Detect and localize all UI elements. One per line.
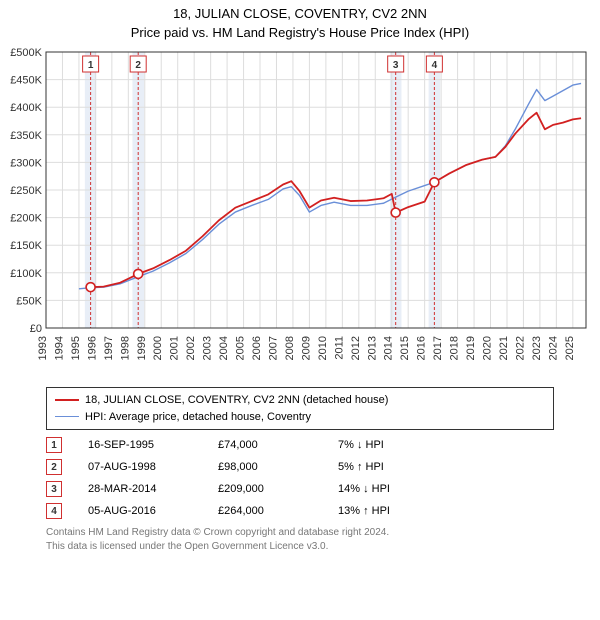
sale-row: 2 07-AUG-1998£98,0005% ↑ HPI	[46, 456, 554, 478]
page-title: 18, JULIAN CLOSE, COVENTRY, CV2 2NN	[0, 0, 600, 21]
footnote: Contains HM Land Registry data © Crown c…	[46, 526, 554, 553]
svg-text:2015: 2015	[399, 336, 411, 360]
svg-text:2016: 2016	[416, 336, 428, 360]
svg-text:2009: 2009	[300, 336, 312, 360]
svg-text:2022: 2022	[514, 336, 526, 360]
svg-text:4: 4	[432, 60, 438, 71]
svg-text:£450K: £450K	[10, 75, 42, 87]
chart-svg: £0 £50K £100K £150K £200K £250K £300K £350K £400…	[0, 46, 600, 376]
svg-text:2008: 2008	[284, 336, 296, 360]
legend-label: HPI: Average price, detached house, Cove…	[85, 409, 311, 426]
sale-date: 05-AUG-2016	[88, 505, 218, 517]
svg-text:2011: 2011	[333, 336, 345, 360]
svg-text:2014: 2014	[383, 336, 395, 360]
svg-text:1998: 1998	[119, 336, 131, 360]
svg-text:2018: 2018	[449, 336, 461, 360]
svg-text:£250K: £250K	[10, 185, 42, 197]
chart: £0 £50K £100K £150K £200K £250K £300K £350K £400…	[0, 46, 600, 381]
svg-text:1997: 1997	[103, 336, 115, 360]
svg-text:£400K: £400K	[10, 102, 42, 114]
svg-text:£100K: £100K	[10, 268, 42, 280]
sale-index-box: 1	[46, 437, 62, 453]
sale-index-box: 4	[46, 503, 62, 519]
sale-hpi-delta: 14% ↓ HPI	[338, 483, 468, 495]
svg-text:2017: 2017	[432, 336, 444, 360]
svg-text:2007: 2007	[267, 336, 279, 360]
svg-text:1: 1	[88, 60, 94, 71]
svg-text:2020: 2020	[482, 336, 494, 360]
svg-text:2005: 2005	[235, 336, 247, 360]
legend-row: 18, JULIAN CLOSE, COVENTRY, CV2 2NN (det…	[55, 392, 545, 409]
page-subtitle: Price paid vs. HM Land Registry's House …	[0, 21, 600, 46]
sale-row: 1 16-SEP-1995£74,0007% ↓ HPI	[46, 434, 554, 456]
svg-text:2023: 2023	[531, 336, 543, 360]
svg-text:£350K: £350K	[10, 130, 42, 142]
svg-text:2012: 2012	[350, 336, 362, 360]
svg-text:2003: 2003	[202, 336, 214, 360]
svg-text:2002: 2002	[185, 336, 197, 360]
svg-text:£500K: £500K	[10, 47, 42, 59]
sale-hpi-delta: 7% ↓ HPI	[338, 439, 468, 451]
svg-text:£200K: £200K	[10, 213, 42, 225]
footnote-line-2: This data is licensed under the Open Gov…	[46, 540, 554, 554]
sale-hpi-delta: 13% ↑ HPI	[338, 505, 468, 517]
sale-price: £74,000	[218, 439, 338, 451]
svg-text:1994: 1994	[53, 336, 65, 360]
sale-date: 16-SEP-1995	[88, 439, 218, 451]
svg-text:1999: 1999	[136, 336, 148, 360]
sale-row: 3 28-MAR-2014£209,00014% ↓ HPI	[46, 478, 554, 500]
svg-text:2025: 2025	[564, 336, 576, 360]
sale-price: £264,000	[218, 505, 338, 517]
svg-text:2006: 2006	[251, 336, 263, 360]
svg-text:2000: 2000	[152, 336, 164, 360]
sale-price: £98,000	[218, 461, 338, 473]
svg-text:2013: 2013	[366, 336, 378, 360]
legend-swatch	[55, 416, 79, 417]
svg-text:3: 3	[393, 60, 399, 71]
svg-text:2010: 2010	[317, 336, 329, 360]
legend-row: HPI: Average price, detached house, Cove…	[55, 409, 545, 426]
svg-text:£300K: £300K	[10, 157, 42, 169]
sale-date: 28-MAR-2014	[88, 483, 218, 495]
svg-text:2004: 2004	[218, 336, 230, 360]
sale-hpi-delta: 5% ↑ HPI	[338, 461, 468, 473]
svg-text:2: 2	[135, 60, 141, 71]
svg-text:£150K: £150K	[10, 240, 42, 252]
svg-text:1996: 1996	[86, 336, 98, 360]
sales-table: 116-SEP-1995£74,0007% ↓ HPI207-AUG-1998£…	[46, 434, 554, 522]
svg-text:2019: 2019	[465, 336, 477, 360]
svg-text:2001: 2001	[169, 336, 181, 360]
legend-swatch	[55, 399, 79, 401]
sale-date: 07-AUG-1998	[88, 461, 218, 473]
svg-text:£50K: £50K	[16, 295, 42, 307]
page-root: 18, JULIAN CLOSE, COVENTRY, CV2 2NN Pric…	[0, 0, 600, 553]
svg-text:2021: 2021	[498, 336, 510, 360]
svg-text:1993: 1993	[37, 336, 49, 360]
svg-text:2024: 2024	[547, 336, 559, 360]
legend-label: 18, JULIAN CLOSE, COVENTRY, CV2 2NN (det…	[85, 392, 388, 409]
sale-price: £209,000	[218, 483, 338, 495]
footnote-line-1: Contains HM Land Registry data © Crown c…	[46, 526, 554, 540]
legend: 18, JULIAN CLOSE, COVENTRY, CV2 2NN (det…	[46, 387, 554, 430]
svg-text:1995: 1995	[70, 336, 82, 360]
sale-row: 4 05-AUG-2016£264,00013% ↑ HPI	[46, 500, 554, 522]
sale-index-box: 2	[46, 459, 62, 475]
sale-index-box: 3	[46, 481, 62, 497]
svg-text:£0: £0	[30, 323, 42, 335]
